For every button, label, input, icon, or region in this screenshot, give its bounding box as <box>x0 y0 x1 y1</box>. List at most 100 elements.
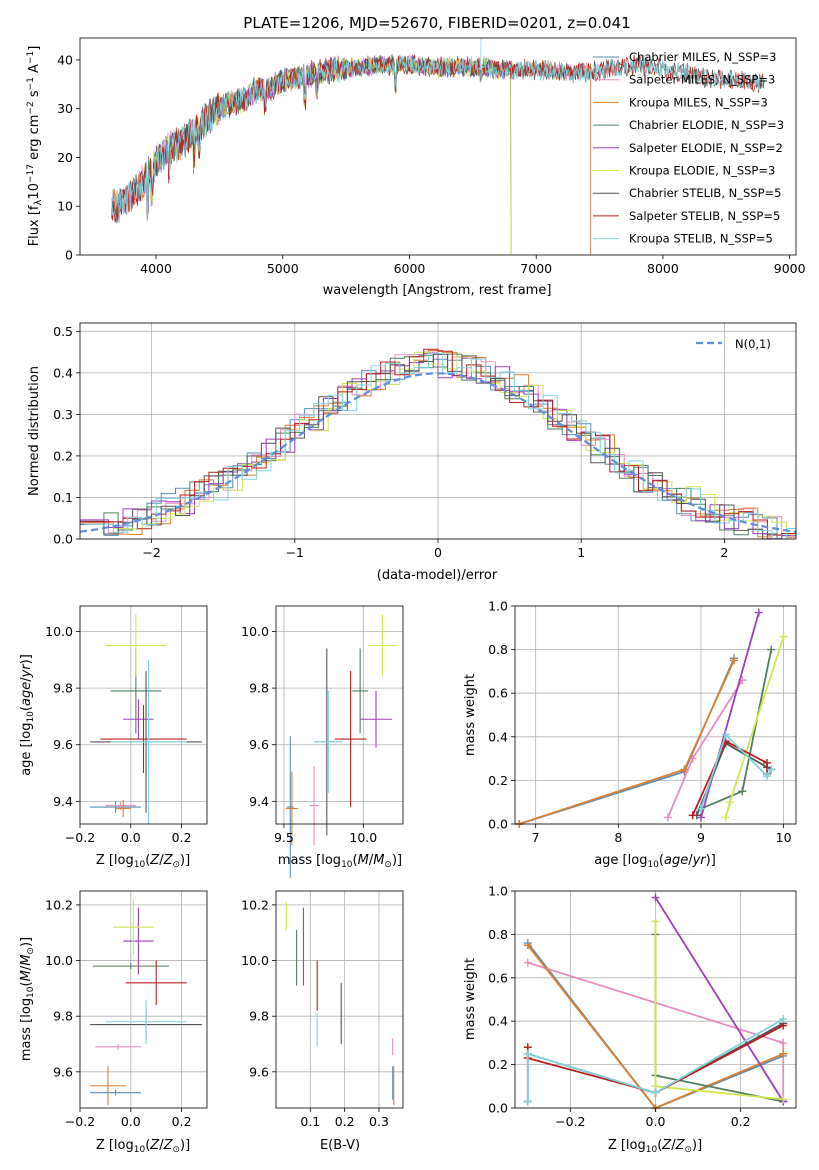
weight-marker <box>651 917 660 926</box>
axes-frame <box>79 890 208 1109</box>
x-tick-label: 8000 <box>647 261 679 276</box>
plot-area <box>90 614 202 824</box>
spectrum-series-line <box>111 54 592 255</box>
y-tick-label: 0.0 <box>488 1101 508 1116</box>
spectrum-series-line <box>111 54 765 224</box>
x-tick-label: 1 <box>577 545 585 560</box>
chart-weight-vs-Z: −0.2 0.0 0.2 0.0 0.2 0.4 0.6 0.8 1.0 Z [log10(Z/Z… <box>463 884 797 1155</box>
weight-series-line <box>691 740 768 816</box>
x-axis-label: E(B-V) <box>320 1138 360 1153</box>
y-axis-label: mass weight <box>463 674 478 756</box>
y-axis-label: mass weight <box>463 958 478 1040</box>
x-tick-label: −0.2 <box>555 1114 585 1129</box>
y-axis-label: mass [log10(M/M⊙)] <box>19 937 36 1061</box>
weight-marker <box>779 1038 788 1047</box>
weight-series-line <box>518 660 735 825</box>
legend-entry: Salpeter ELODIE, N_SSP=2 <box>629 141 783 155</box>
weight-marker <box>763 758 772 767</box>
plot-area <box>285 902 395 1106</box>
weight-marker <box>696 813 705 822</box>
histogram-series <box>84 351 796 535</box>
x-tick-label: 10 <box>776 830 792 845</box>
x-axis-label: Z [log10(Z/Z⊙)] <box>96 853 190 870</box>
spectrum-series-line <box>111 54 592 255</box>
legend-entry: Chabrier ELODIE, N_SSP=3 <box>629 118 784 132</box>
legend: Chabrier MILES, N_SSP=3 Salpeter MILES, N… <box>593 50 784 246</box>
y-tick-label: 10.0 <box>45 953 73 968</box>
y-tick-label: 9.8 <box>53 681 73 696</box>
y-tick-label: 9.8 <box>249 1009 269 1024</box>
x-tick-label: 4000 <box>140 261 172 276</box>
y-tick-label: 9.6 <box>249 737 269 752</box>
weight-marker <box>779 1095 788 1104</box>
plot-area <box>90 899 202 1106</box>
chart-age-vs-Z: −0.2 0.0 0.2 9.4 9.6 9.8 10.0 Z [log10(Z/Z⊙)] ag… <box>19 605 208 870</box>
weight-marker <box>730 656 739 665</box>
x-tick-label: 2 <box>720 545 728 560</box>
weight-marker <box>763 772 772 781</box>
y-tick-label: 0.0 <box>488 817 508 832</box>
y-tick-label: 9.6 <box>249 1064 269 1079</box>
x-tick-label: 0.2 <box>335 1114 355 1129</box>
y-tick-label: 9.4 <box>53 794 73 809</box>
y-tick-label: 0 <box>65 248 73 263</box>
weight-marker <box>688 811 697 820</box>
weight-marker <box>779 1049 788 1058</box>
weight-marker <box>721 730 730 739</box>
histogram-series <box>80 348 796 536</box>
axes-frame <box>79 322 797 540</box>
x-tick-label: 7000 <box>520 261 552 276</box>
x-tick-label: 9 <box>697 830 705 845</box>
x-tick-label: 0.2 <box>731 1114 751 1129</box>
y-tick-label: 30 <box>57 101 73 116</box>
plot-area <box>111 37 765 256</box>
weight-marker <box>651 893 660 902</box>
weight-marker <box>680 765 689 774</box>
spectrum-series-line <box>480 37 482 70</box>
y-tick-label: 9.8 <box>249 681 269 696</box>
legend-entry: Kroupa MILES, N_SSP=3 <box>629 95 768 109</box>
weight-marker <box>523 958 532 967</box>
weight-marker <box>754 608 763 617</box>
axes-frame <box>275 890 404 1109</box>
legend-entry: Kroupa ELODIE, N_SSP=3 <box>629 164 775 178</box>
x-tick-label: 0.0 <box>646 1114 666 1129</box>
y-axis-label: Flux [fλ10−17 erg cm−2 s−1 A−1] <box>26 46 44 247</box>
y-tick-label: 0.0 <box>53 532 73 547</box>
y-tick-label: 9.6 <box>53 1064 73 1079</box>
x-axis-label: mass [log10(M/M⊙)] <box>278 853 402 870</box>
x-tick-label: 10.0 <box>349 830 377 845</box>
y-tick-label: 10.2 <box>241 897 269 912</box>
weight-marker <box>725 798 734 807</box>
weight-marker <box>767 765 776 774</box>
weight-marker <box>721 813 730 822</box>
weight-series-line <box>654 897 784 1102</box>
y-tick-label: 9.6 <box>53 737 73 752</box>
x-axis-label: wavelength [Angstrom, rest frame] <box>323 283 552 298</box>
chart-residuals: −2 −1 0 1 2 0.0 0.1 0.2 0.3 0.4 0.5 N(0,1) (data-mod… <box>27 322 797 583</box>
y-tick-label: 0.3 <box>53 407 73 422</box>
weight-series-line <box>700 733 772 809</box>
weight-marker <box>738 787 747 796</box>
y-tick-label: 1.0 <box>488 599 508 614</box>
legend-entry: Chabrier STELIB, N_SSP=5 <box>629 186 781 200</box>
y-axis-label: Normed distribution <box>27 366 42 496</box>
axes-frame <box>79 605 208 825</box>
axes-frame <box>514 605 797 825</box>
x-tick-label: 0.2 <box>172 1114 192 1129</box>
y-tick-label: 20 <box>57 150 73 165</box>
x-tick-label: 7 <box>532 830 540 845</box>
x-tick-label: 0 <box>434 545 442 560</box>
weight-marker <box>651 1088 660 1097</box>
chart-mass-vs-ebv: 0.1 0.2 0.3 9.6 9.8 10.0 10.2 E(B-V) <box>241 890 404 1153</box>
y-axis-label: age [log10(age/yr)] <box>19 654 36 776</box>
x-tick-label: −0.2 <box>65 1114 95 1129</box>
axes-frame <box>79 37 797 256</box>
axes-frame <box>275 605 404 825</box>
weight-marker <box>779 632 788 641</box>
y-tick-label: 10.0 <box>241 624 269 639</box>
y-tick-label: 9.8 <box>53 1009 73 1024</box>
x-tick-label: −1 <box>286 545 304 560</box>
weight-marker <box>767 645 776 654</box>
